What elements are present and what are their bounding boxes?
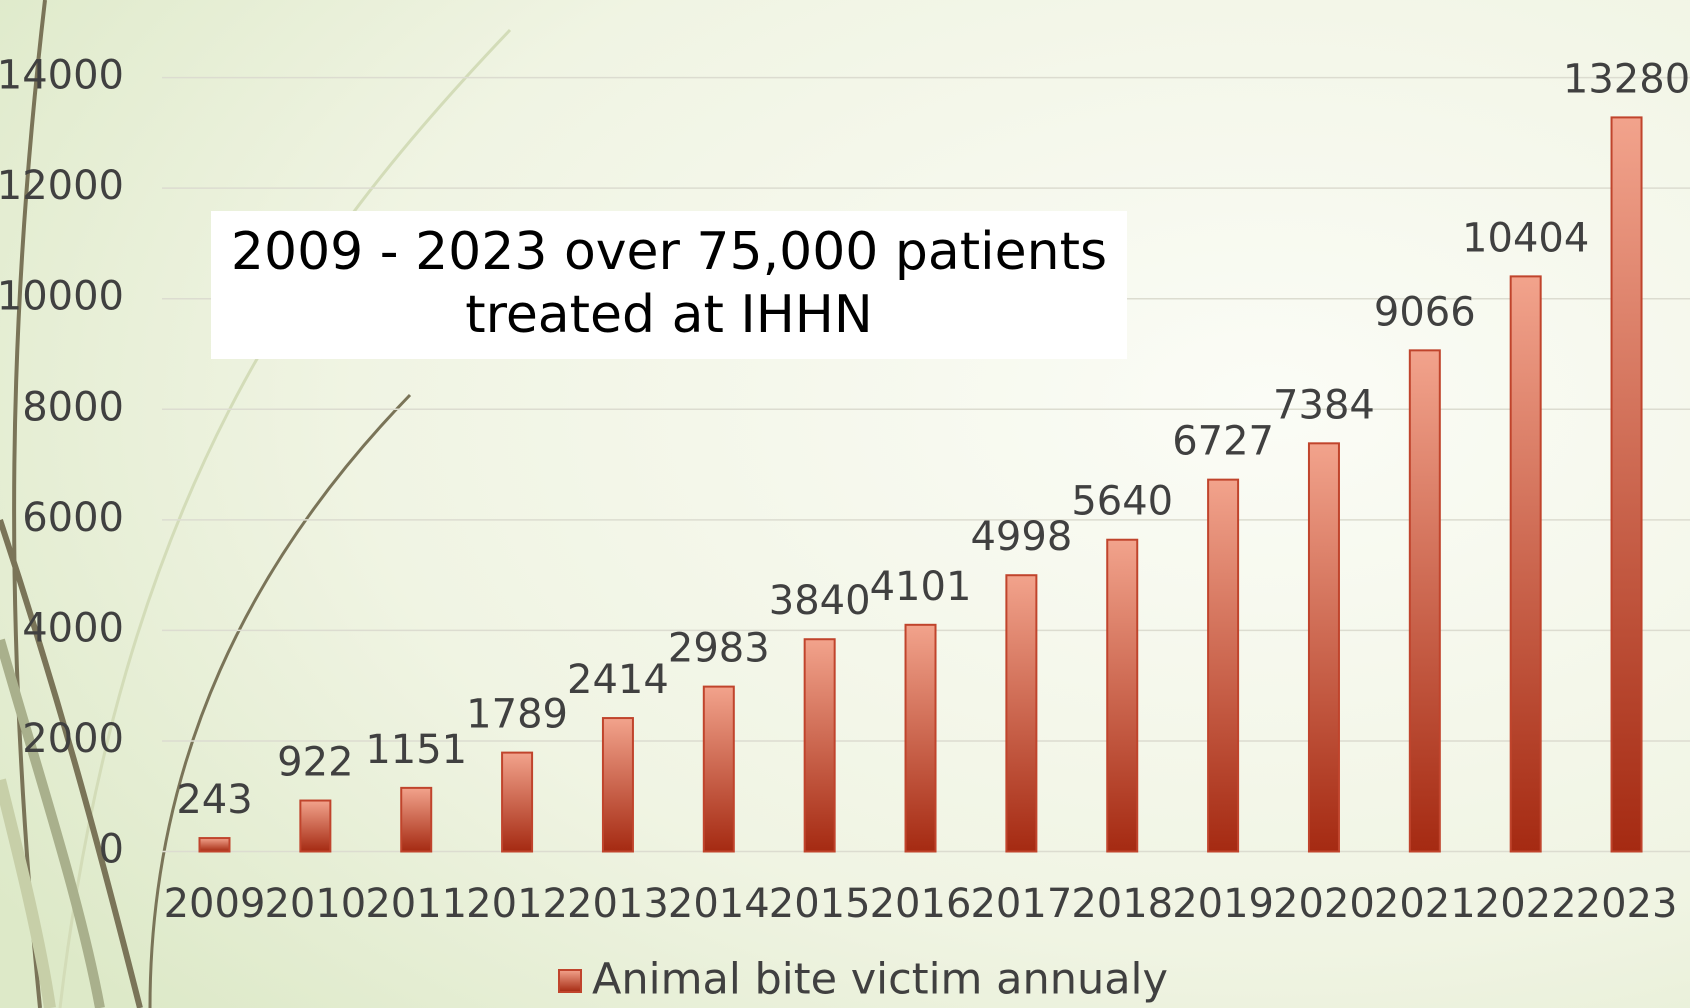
x-tick-label: 2023	[1576, 881, 1678, 927]
y-tick-label: 4000	[22, 605, 124, 651]
x-tick-label: 2010	[264, 881, 366, 927]
chart: 0 2000 4000 6000 8000 10000 12000 14000 2009 - …	[0, 0, 1690, 1008]
data-label: 6727	[1172, 419, 1274, 465]
x-tick-label: 2022	[1475, 881, 1577, 927]
bar	[401, 788, 431, 852]
x-tick-label: 2013	[567, 881, 669, 927]
y-tick-label: 10000	[0, 274, 124, 320]
bar	[1006, 575, 1036, 851]
data-label: 2983	[668, 626, 770, 672]
x-tick-label: 2014	[668, 881, 770, 927]
annotation: treated at IHHN	[465, 285, 873, 345]
bar	[805, 639, 835, 851]
annotation: 2009 - 2023 over 75,000 patients	[231, 222, 1107, 282]
data-label: 1789	[466, 692, 568, 738]
data-label: 243	[176, 777, 252, 823]
bar	[1511, 276, 1541, 851]
data-label: 9066	[1374, 289, 1476, 335]
data-label: 2414	[567, 657, 669, 703]
y-tick-label: 12000	[0, 163, 124, 209]
bar	[1612, 117, 1642, 851]
y-tick-label: 14000	[0, 53, 124, 99]
data-label: 4101	[870, 564, 972, 610]
legend-label: Animal bite victim annualy	[592, 955, 1168, 1005]
x-tick-label: 2019	[1172, 881, 1274, 927]
bar	[300, 801, 330, 852]
bar	[704, 687, 734, 852]
x-tick-label: 2020	[1273, 881, 1375, 927]
bar	[200, 838, 230, 851]
data-label: 5640	[1071, 479, 1173, 525]
data-label: 1151	[365, 727, 467, 773]
data-label: 10404	[1462, 215, 1589, 261]
y-tick-label: 0	[99, 827, 124, 873]
x-tick-label: 2018	[1071, 881, 1173, 927]
bar	[1208, 480, 1238, 852]
data-label: 13280	[1563, 56, 1690, 102]
x-tick-label: 2016	[870, 881, 972, 927]
bar	[1309, 443, 1339, 851]
data-label: 4998	[970, 514, 1072, 560]
data-label: 922	[277, 740, 353, 786]
legend-swatch	[559, 970, 581, 992]
data-label: 3840	[769, 578, 871, 624]
x-tick-label: 2011	[365, 881, 467, 927]
bar	[603, 718, 633, 851]
x-tick-label: 2015	[769, 881, 871, 927]
x-tick-label: 2017	[970, 881, 1072, 927]
y-tick-label: 8000	[22, 384, 124, 430]
bar	[906, 625, 936, 852]
y-tick-label: 2000	[22, 716, 124, 762]
y-tick-label: 6000	[22, 495, 124, 541]
data-label: 7384	[1273, 382, 1375, 428]
bar	[1410, 350, 1440, 851]
bar	[1107, 540, 1137, 852]
x-tick-label: 2009	[164, 881, 266, 927]
bar	[502, 753, 532, 852]
x-tick-label: 2021	[1374, 881, 1476, 927]
x-tick-label: 2012	[466, 881, 568, 927]
